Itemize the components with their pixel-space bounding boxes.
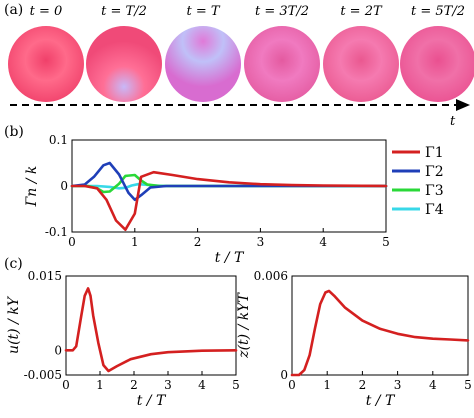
x-tick-label: 4: [198, 378, 206, 392]
sphere: [165, 26, 241, 102]
time-axis-label: t: [450, 114, 456, 129]
x-tick-label: 4: [429, 378, 437, 392]
plot-frame: [65, 275, 237, 376]
sphere: [244, 26, 320, 102]
time-labels: t = 0 t = T/2 t = T t = 3T/2 t = 2T t = 5T/2: [30, 4, 465, 19]
legend-label: Γ4: [425, 202, 444, 218]
time-arrow-head: [456, 99, 470, 111]
x-tick-label: 1: [96, 378, 104, 392]
spheres: [8, 26, 474, 102]
y-tick-label: 0.015: [28, 269, 62, 283]
time-label: t = T/2: [101, 4, 147, 19]
x-tick-label: 0: [288, 378, 296, 392]
plot-frame: [291, 275, 469, 376]
y-tick-label: 0: [54, 343, 62, 357]
sphere: [323, 26, 399, 102]
y-tick-label: 0.1: [49, 133, 68, 147]
legend-label: Γ2: [425, 164, 444, 180]
time-label: t = T: [186, 4, 220, 19]
x-axis-label: t / T: [215, 250, 245, 266]
x-tick-label: 1: [323, 378, 331, 392]
y-axis-label: Γn / k: [24, 166, 40, 208]
panel-b-label: (b): [4, 124, 24, 140]
sphere: [86, 26, 162, 102]
series-line: [70, 170, 388, 231]
x-tick-label: 4: [319, 235, 327, 249]
y-tick-label: -0.005: [24, 368, 62, 382]
time-label: t = 2T: [340, 4, 383, 19]
sphere: [400, 26, 474, 102]
panel-a: (a) t = 0 t = T/2 t = T t = 3T/2 t = 2T t = 5…: [4, 2, 474, 129]
sphere: [8, 26, 84, 102]
legend-label: Γ3: [425, 183, 444, 199]
x-tick-label: 5: [464, 378, 472, 392]
x-tick-label: 3: [164, 378, 172, 392]
chart-b: 0 1 2 3 4 50.10-0.1t / TΓn / k: [24, 133, 390, 266]
chart-c2: 0 1 2 3 4 5 0.006 0 t / T z(t) / kYT: [236, 269, 472, 409]
x-tick-label: 2: [130, 378, 138, 392]
panel-a-label: (a): [4, 2, 23, 18]
x-tick-label: 3: [257, 235, 265, 249]
x-tick-label: 0: [68, 235, 76, 249]
y-tick-label: -0.1: [45, 225, 68, 239]
legend-label: Γ1: [425, 145, 444, 161]
x-tick-label: 3: [394, 378, 402, 392]
series-line: [70, 161, 388, 202]
panel-c-label: (c): [4, 256, 23, 272]
legend-b: Γ1 Γ2 Γ3 Γ4: [392, 145, 444, 218]
x-tick-label: 1: [131, 235, 139, 249]
y-axis-label: u(t) / kY: [6, 295, 22, 354]
x-tick-label: 5: [382, 235, 390, 249]
series-line: [290, 289, 470, 377]
y-tick-label: 0.006: [254, 269, 288, 283]
series-line: [64, 287, 238, 373]
time-label: t = 5T/2: [411, 4, 465, 19]
x-axis-label: t / T: [137, 393, 167, 409]
x-tick-label: 0: [62, 378, 70, 392]
x-tick-label: 5: [232, 378, 240, 392]
x-tick-label: 2: [359, 378, 367, 392]
y-tick-label: 0: [280, 368, 288, 382]
time-label: t = 3T/2: [255, 4, 309, 19]
y-tick-label: 0: [60, 179, 68, 193]
y-axis-label: z(t) / kYT: [236, 292, 252, 359]
x-axis-label: t / T: [366, 393, 396, 409]
x-tick-label: 2: [194, 235, 202, 249]
time-label: t = 0: [30, 4, 63, 19]
